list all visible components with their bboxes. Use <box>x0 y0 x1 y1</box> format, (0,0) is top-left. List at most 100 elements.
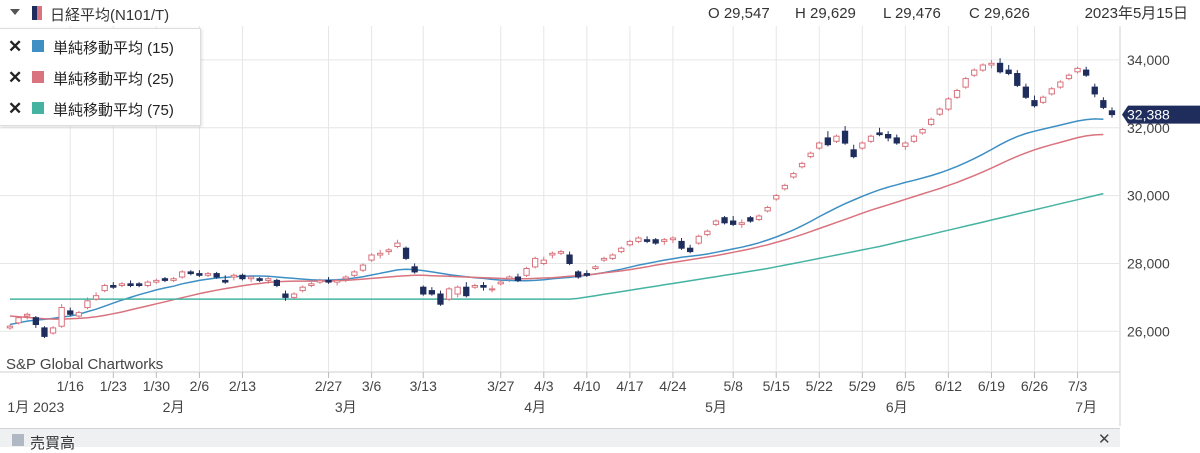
candle <box>1057 80 1064 89</box>
candle <box>661 238 668 245</box>
candle-body <box>953 90 961 98</box>
candle-body <box>1005 69 1012 74</box>
candle <box>575 270 582 279</box>
candle <box>24 312 31 320</box>
candle-body <box>67 310 74 315</box>
candle-body <box>712 220 720 225</box>
candle-body <box>841 130 849 144</box>
candle <box>1031 95 1038 108</box>
candle <box>92 292 100 301</box>
candle-body <box>420 286 427 295</box>
last-price-badge-bg <box>1122 105 1200 124</box>
symbol-title[interactable]: 日経平均(N101/T) <box>50 7 170 24</box>
x-tick-label: 5/15 <box>763 378 790 394</box>
candle <box>127 280 134 288</box>
candle-body <box>6 325 14 329</box>
candle-body <box>1022 86 1030 98</box>
candle-body <box>704 230 711 236</box>
candle <box>420 285 427 296</box>
legend-item-sma25: ✕ 単純移動平均 (25) <box>8 67 198 89</box>
candle-body <box>523 268 530 276</box>
candle <box>678 238 685 250</box>
candle <box>643 236 651 244</box>
candle-body <box>222 279 229 283</box>
close-volume-panel-icon[interactable]: ✕ <box>1098 431 1111 448</box>
candle <box>213 271 220 279</box>
candle <box>32 316 40 328</box>
candle-body <box>41 327 48 337</box>
close-value: C 29,626 <box>969 5 1030 22</box>
x-tick-label: 1/30 <box>143 378 170 394</box>
legend-label-sma15: 単純移動平均 (15) <box>53 40 174 57</box>
candle-body <box>118 283 126 286</box>
candle <box>351 270 358 278</box>
y-tick-label: 26,000 <box>1127 323 1170 339</box>
candle <box>290 292 298 300</box>
candle <box>566 251 573 266</box>
candle <box>962 76 969 89</box>
candle <box>497 280 504 286</box>
low-value: L 29,476 <box>883 5 941 22</box>
candle-body <box>1065 74 1073 80</box>
candle-body <box>532 257 539 268</box>
candle <box>798 161 806 169</box>
candle-body <box>204 273 212 276</box>
candle-body <box>334 279 341 283</box>
candle <box>101 283 108 293</box>
month-label: 7月 <box>1075 399 1097 415</box>
candle-body <box>49 327 57 334</box>
candle-body <box>885 134 892 139</box>
month-label: 4月 <box>524 399 546 415</box>
candle-body <box>609 254 616 259</box>
month-label: 6月 <box>886 399 908 415</box>
candle <box>996 58 1004 74</box>
candle <box>342 275 349 283</box>
candle-body <box>153 279 160 283</box>
candle-body <box>506 276 513 280</box>
candle-body <box>256 278 263 281</box>
candle-body <box>437 293 444 305</box>
symbol-color-icon <box>32 6 42 20</box>
watermark: S&P Global Chartworks <box>6 356 163 373</box>
candle <box>971 68 978 77</box>
candle-body <box>669 237 677 241</box>
remove-sma15-icon[interactable]: ✕ <box>8 37 23 56</box>
collapse-caret-icon[interactable] <box>10 9 20 15</box>
candle-body <box>747 217 754 222</box>
candle <box>489 285 496 293</box>
remove-sma25-icon[interactable]: ✕ <box>8 68 23 87</box>
candle <box>600 256 608 262</box>
x-tick-label: 1/16 <box>57 378 84 394</box>
candle-body <box>428 290 436 295</box>
candle <box>1014 70 1021 88</box>
candle-body <box>213 273 220 278</box>
candle-body <box>92 295 100 300</box>
candle <box>988 59 995 69</box>
candle-body <box>463 286 470 297</box>
candle <box>867 134 875 144</box>
candle-body <box>721 217 728 224</box>
x-tick-label: 4/24 <box>659 378 686 394</box>
candle <box>161 277 169 283</box>
candle-body <box>136 283 143 286</box>
candle-body <box>583 273 591 276</box>
candle-body <box>928 118 935 125</box>
candle <box>84 297 91 310</box>
candle-body <box>600 257 608 261</box>
candle <box>919 127 926 135</box>
candle <box>902 141 909 150</box>
last-price-label: 32,388 <box>1127 107 1170 123</box>
candle-body <box>575 271 582 278</box>
candle <box>1100 97 1107 110</box>
remove-sma75-icon[interactable]: ✕ <box>8 99 23 118</box>
candle <box>437 290 444 306</box>
y-tick-label: 34,000 <box>1127 52 1170 68</box>
candle-body <box>816 142 823 149</box>
volume-panel-label: 売買高 <box>30 435 76 452</box>
candle <box>41 326 48 339</box>
candle <box>635 236 642 244</box>
candle <box>170 277 177 283</box>
candle <box>928 117 935 127</box>
candle <box>841 126 849 145</box>
